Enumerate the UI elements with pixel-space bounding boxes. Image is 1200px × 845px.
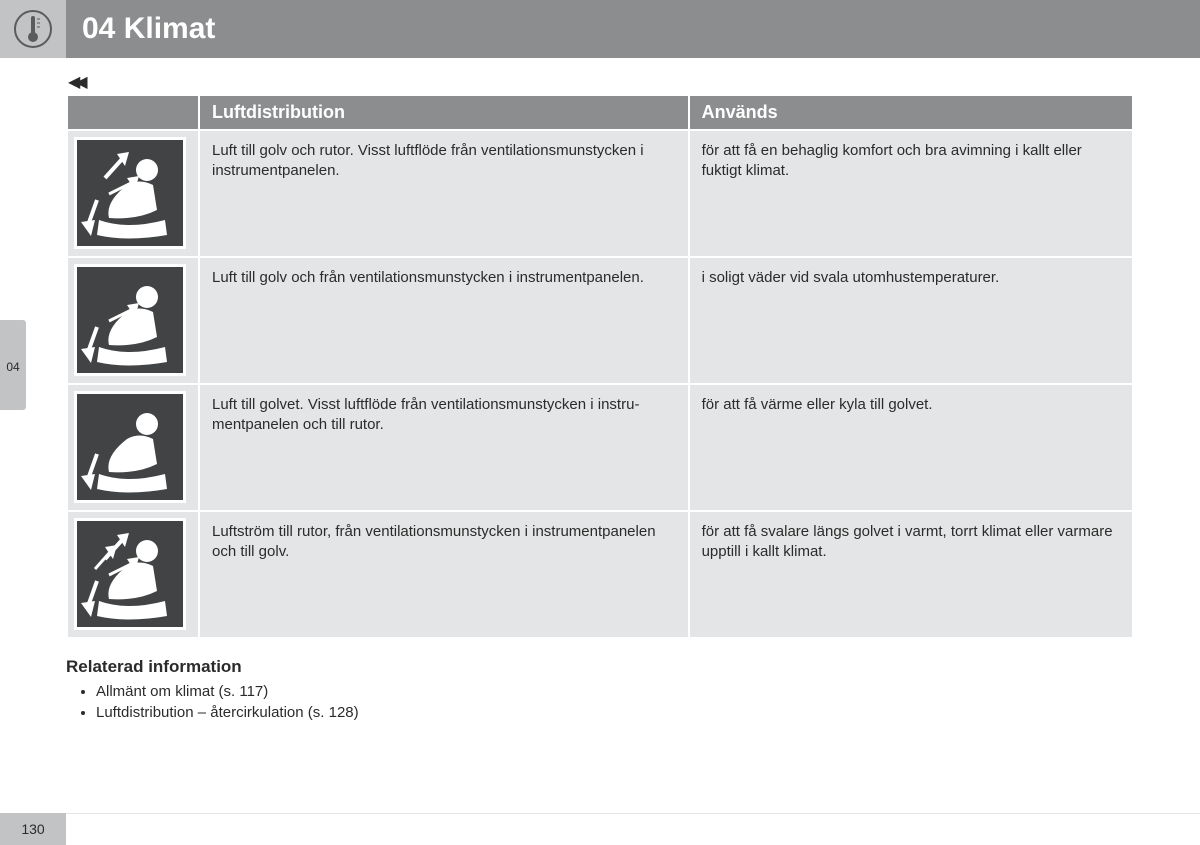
distribution-text: Luft till golvet. Visst luftflöde från v…	[200, 385, 688, 510]
usage-text: i soligt väder vid svala utomhustemperat…	[690, 258, 1132, 383]
table-row: Luft till golv och från ventilationsmuns…	[68, 258, 1132, 383]
main-content: Luftdistribution Används Luft till golv …	[66, 94, 1134, 723]
distribution-text: Luft till golv och från ventilationsmuns…	[200, 258, 688, 383]
air-distribution-table: Luftdistribution Används Luft till golv …	[66, 94, 1134, 639]
page-number: 130	[0, 813, 66, 845]
usage-text: för att få svalare längs golvet i varmt,…	[690, 512, 1132, 637]
table-header-icon	[68, 96, 198, 129]
thermometer-icon	[0, 0, 66, 58]
distribution-text: Luftström till rutor, från ventilationsm…	[200, 512, 688, 637]
air-distribution-icon	[68, 385, 198, 510]
list-item: Luftdistribution – återcirkulation (s. 1…	[96, 702, 1134, 723]
table-header-usage: Används	[690, 96, 1132, 129]
page-title: 04 Klimat	[82, 12, 215, 46]
table-row: Luft till golvet. Visst luftflöde från v…	[68, 385, 1132, 510]
related-list: Allmänt om klimat (s. 117)Luftdistributi…	[66, 681, 1134, 723]
footer-strip	[66, 813, 1200, 845]
table-row: Luft till golv och rutor. Visst luftflöd…	[68, 131, 1132, 256]
list-item: Allmänt om klimat (s. 117)	[96, 681, 1134, 702]
air-distribution-icon	[68, 131, 198, 256]
page-header: 04 Klimat	[0, 0, 1200, 58]
table-header-distribution: Luftdistribution	[200, 96, 688, 129]
continuation-icon: ◀◀	[68, 72, 83, 92]
chapter-tab: 04	[0, 320, 26, 410]
related-information: Relaterad information Allmänt om klimat …	[66, 657, 1134, 723]
related-heading: Relaterad information	[66, 657, 1134, 677]
table-row: Luftström till rutor, från ventilationsm…	[68, 512, 1132, 637]
usage-text: för att få en behaglig komfort och bra a…	[690, 131, 1132, 256]
air-distribution-icon	[68, 512, 198, 637]
usage-text: för att få värme eller kyla till golvet.	[690, 385, 1132, 510]
air-distribution-icon	[68, 258, 198, 383]
distribution-text: Luft till golv och rutor. Visst luftflöd…	[200, 131, 688, 256]
